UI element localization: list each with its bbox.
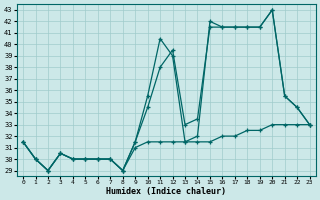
X-axis label: Humidex (Indice chaleur): Humidex (Indice chaleur) — [106, 187, 226, 196]
